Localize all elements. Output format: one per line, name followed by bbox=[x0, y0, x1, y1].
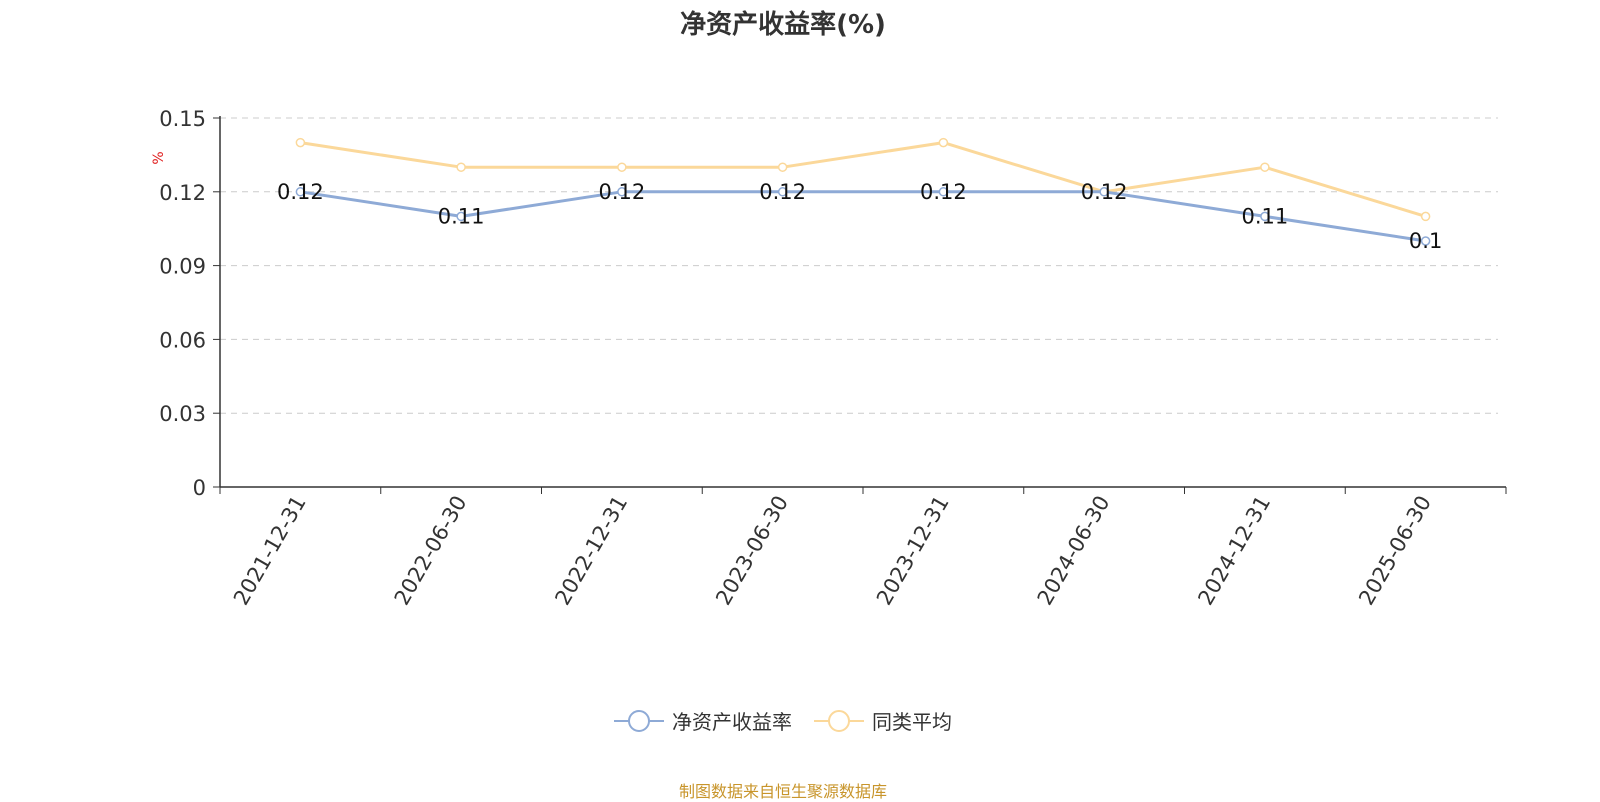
x-tick-label: 2024-06-30 bbox=[1033, 492, 1115, 610]
y-tick-label: 0 bbox=[193, 476, 206, 500]
x-tick-label: 2025-06-30 bbox=[1354, 492, 1436, 610]
data-point bbox=[1420, 236, 1431, 246]
data-label: 0.12 bbox=[1081, 180, 1128, 204]
x-tick-label: 2023-12-31 bbox=[872, 492, 954, 610]
data-labels: 0.12 0.11 0.12 0.12 0.12 0.12 0.11 0.1 bbox=[277, 180, 1442, 253]
data-label: 0.1 bbox=[1409, 229, 1442, 253]
axes: 0 0.03 0.06 0.09 0.12 0.15% 2021-12-31 2022-06-… bbox=[151, 107, 1507, 610]
x-tick-label: 2024-12-31 bbox=[1193, 492, 1275, 610]
data-point bbox=[295, 137, 306, 148]
data-point bbox=[617, 187, 627, 197]
chart-title: 净资产收益率(%) bbox=[680, 10, 886, 40]
data-label: 0.12 bbox=[277, 180, 324, 204]
data-point bbox=[1099, 187, 1109, 197]
data-point bbox=[777, 162, 788, 172]
data-label: 0.12 bbox=[920, 180, 967, 204]
y-tick-label: 0.15 bbox=[159, 107, 206, 131]
legend-label-roe: 净资产收益率 bbox=[672, 710, 792, 734]
y-axis-unit-label: % bbox=[151, 151, 167, 164]
y-tick-label: 0.09 bbox=[159, 255, 206, 279]
legend-label-peer-average: 同类平均 bbox=[872, 710, 952, 734]
data-point bbox=[1260, 211, 1270, 222]
data-point bbox=[617, 162, 627, 172]
data-point bbox=[1420, 211, 1431, 222]
series-layer bbox=[295, 137, 1431, 246]
grid-lines bbox=[220, 117, 1498, 414]
x-tick-label: 2021-12-31 bbox=[229, 492, 311, 610]
y-tick-label: 0.06 bbox=[159, 328, 206, 352]
data-point bbox=[777, 187, 788, 197]
data-label: 0.11 bbox=[1241, 204, 1288, 228]
data-point bbox=[456, 162, 466, 172]
data-label: 0.11 bbox=[438, 204, 485, 228]
x-tick-label: 2022-12-31 bbox=[550, 492, 632, 610]
data-label: 0.12 bbox=[759, 180, 806, 204]
y-tick-label: 0.12 bbox=[159, 181, 206, 205]
legend-item-roe[interactable]: 净资产收益率 bbox=[614, 706, 792, 735]
legend-item-peer-average[interactable]: 同类平均 bbox=[814, 706, 952, 735]
data-point bbox=[295, 187, 306, 197]
data-point bbox=[456, 211, 466, 222]
data-point bbox=[938, 137, 949, 148]
data-label: 0.12 bbox=[598, 180, 645, 204]
x-tick-label: 2022-06-30 bbox=[390, 492, 472, 610]
legend: 净资产收益率 同类平均 bbox=[0, 706, 1566, 735]
source-note: 制图数据来自恒生聚源数据库 bbox=[678, 782, 887, 801]
data-point bbox=[938, 187, 949, 197]
series-line bbox=[300, 190, 1426, 243]
legend-swatch-roe bbox=[614, 709, 664, 732]
data-point bbox=[1260, 162, 1270, 172]
x-tick-label: 2023-06-30 bbox=[711, 492, 793, 610]
legend-swatch-peer-average bbox=[814, 709, 864, 732]
y-tick-label: 0.03 bbox=[159, 402, 206, 426]
series-line bbox=[300, 141, 1427, 218]
